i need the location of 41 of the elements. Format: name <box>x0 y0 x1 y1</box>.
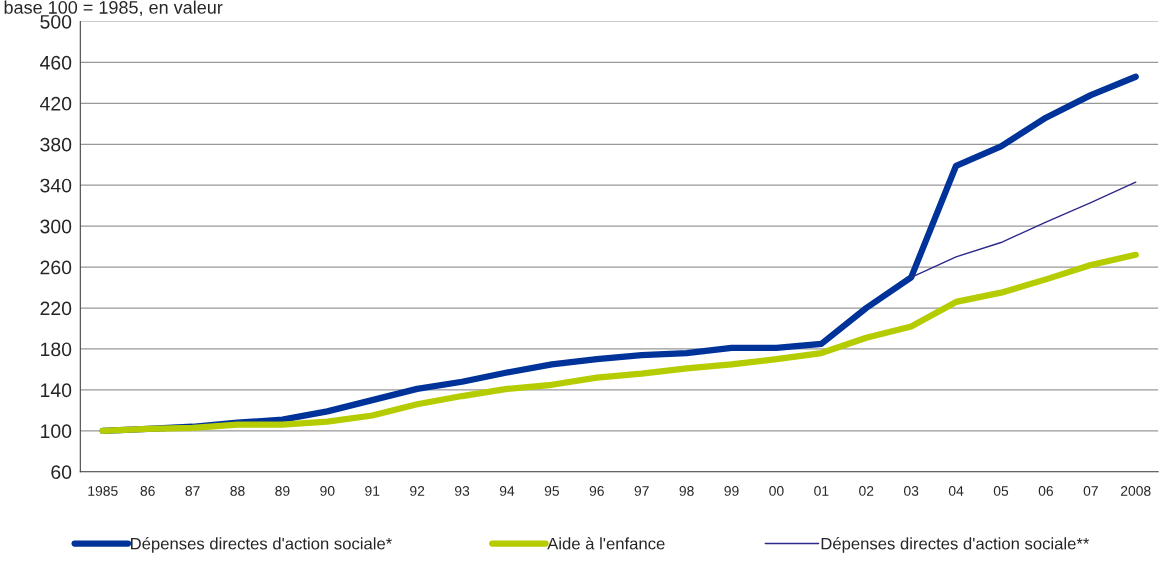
x-tick-label: 96 <box>589 486 604 496</box>
legend-label: Dépenses directes d'action sociale* <box>131 537 392 553</box>
y-tick-label: 460 <box>39 55 72 70</box>
y-tick-label: 260 <box>40 260 72 275</box>
y-tick-label: 300 <box>40 219 72 234</box>
y-tick-label: 500 <box>40 14 72 29</box>
x-tick-label: 86 <box>140 486 155 496</box>
y-tick-label: 420 <box>39 96 72 111</box>
line-series <box>910 181 1137 279</box>
x-tick-label: 87 <box>185 486 200 496</box>
x-tick-label: 95 <box>544 486 560 496</box>
x-tick-label: 2008 <box>1120 486 1151 496</box>
y-tick-label: 380 <box>40 137 72 152</box>
x-tick-label: 02 <box>859 486 874 496</box>
x-tick-label: 89 <box>275 486 290 496</box>
x-tick-label: 99 <box>724 486 739 496</box>
legend-label: Aide à l'enfance <box>547 537 665 550</box>
y-tick-label: 180 <box>41 342 72 357</box>
x-tick-label: 00 <box>769 486 784 496</box>
x-tick-label: 01 <box>814 486 829 496</box>
x-tick-label: 92 <box>410 486 425 496</box>
x-tick-label: 90 <box>320 486 335 496</box>
x-tick-label: 93 <box>454 486 470 496</box>
y-tick-label: 140 <box>41 383 72 398</box>
y-tick-label: 100 <box>41 424 72 439</box>
y-tick-label: 60 <box>51 465 72 480</box>
x-tick-label: 04 <box>948 486 964 496</box>
x-tick-label: 97 <box>634 486 649 496</box>
legend-label: Dépenses directes d'action sociale** <box>821 537 1090 553</box>
y-tick-label: 340 <box>40 178 72 193</box>
x-tick-label: 91 <box>365 486 380 496</box>
x-tick-label: 05 <box>993 486 1009 496</box>
x-tick-label: 06 <box>1038 486 1054 496</box>
x-tick-label: 03 <box>903 486 919 496</box>
x-tick-label: 94 <box>499 486 515 496</box>
x-tick-label: 98 <box>679 486 694 496</box>
x-tick-label: 1985 <box>88 486 118 496</box>
x-tick-label: 88 <box>230 486 245 496</box>
x-tick-label: 07 <box>1083 486 1098 496</box>
text: base 100 = 1985, en valeur <box>4 0 223 16</box>
y-tick-label: 220 <box>40 301 72 316</box>
